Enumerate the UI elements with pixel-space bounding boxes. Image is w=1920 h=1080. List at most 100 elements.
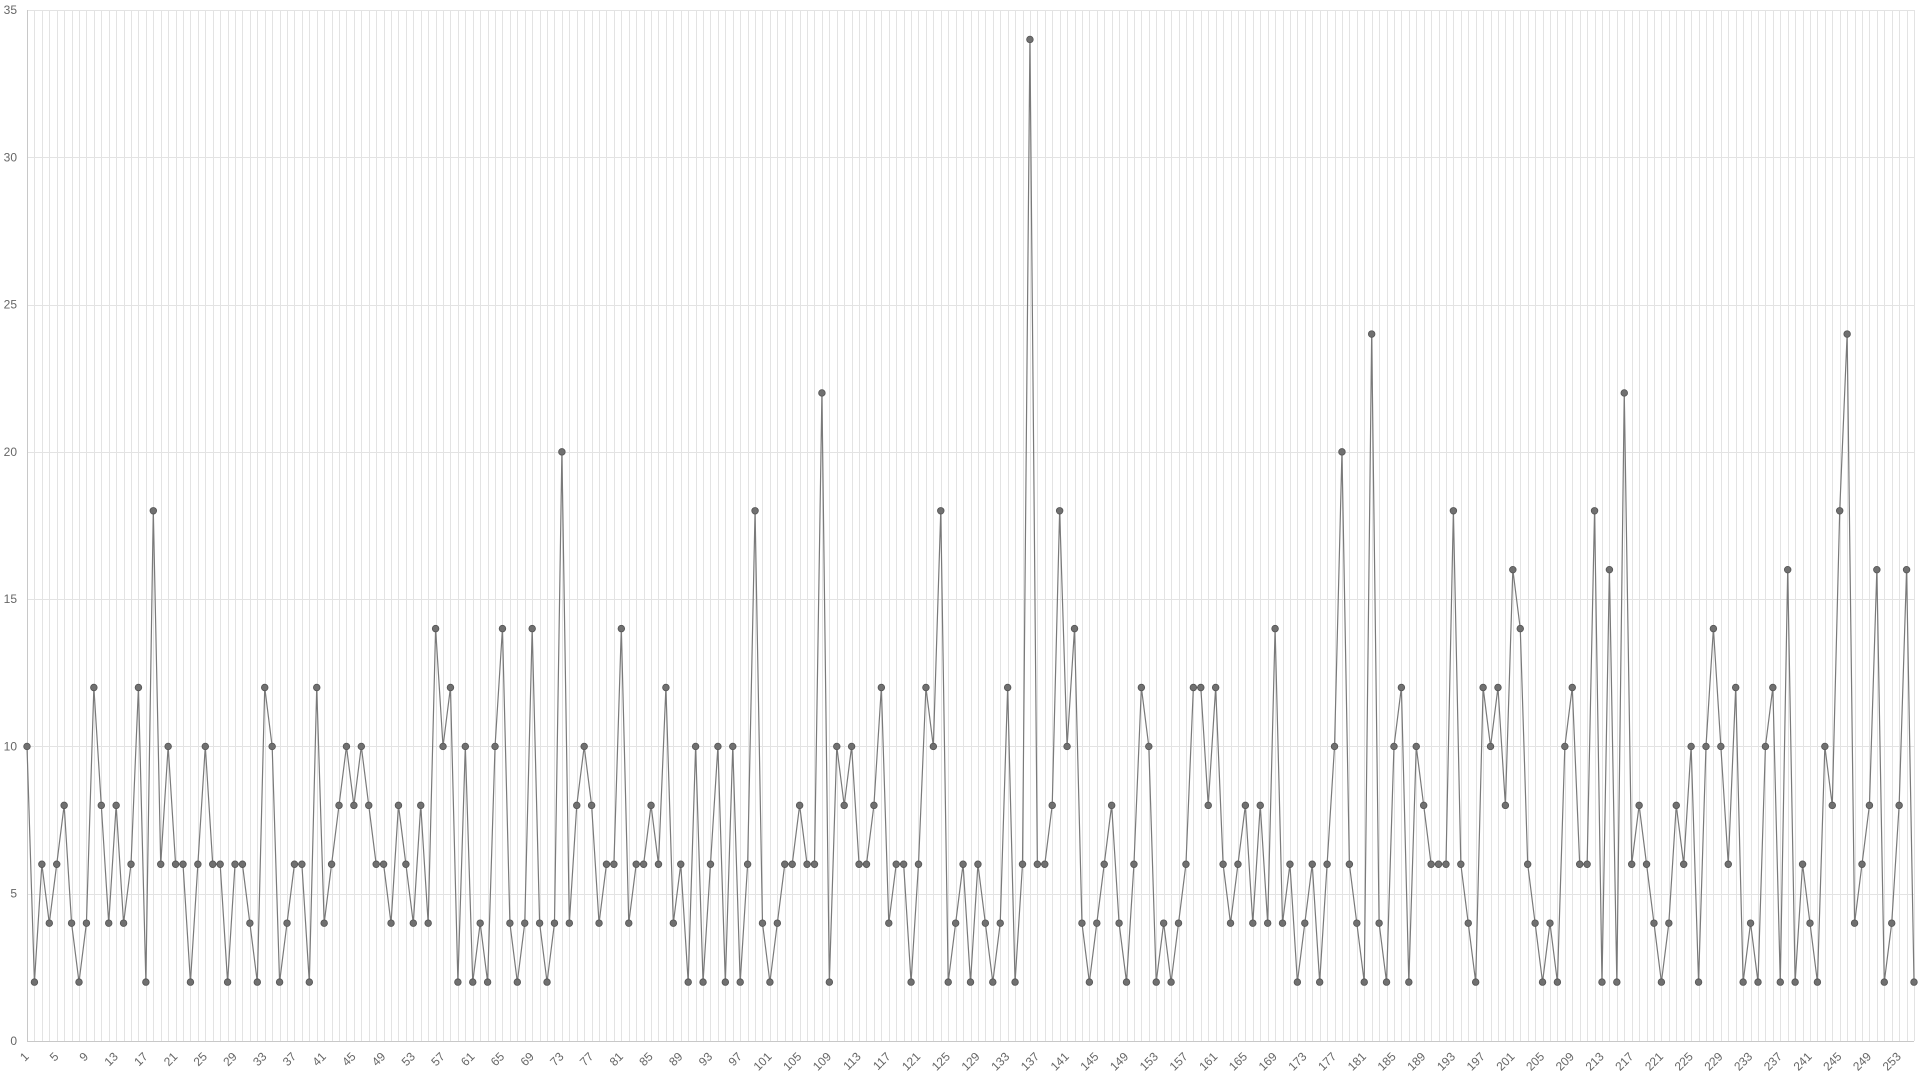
data-point[interactable] [543,978,551,986]
data-point[interactable] [1449,507,1458,515]
data-point[interactable] [1315,978,1324,986]
data-point[interactable] [1583,860,1591,868]
data-point[interactable] [818,389,826,397]
data-point[interactable] [1308,860,1316,868]
data-point[interactable] [1642,860,1651,868]
data-point[interactable] [1048,801,1056,810]
data-point[interactable] [1107,801,1116,810]
data-point[interactable] [1717,742,1725,751]
data-point[interactable] [1375,919,1383,927]
data-point[interactable] [342,742,351,751]
data-point[interactable] [1033,860,1042,868]
data-point[interactable] [253,978,261,986]
data-point[interactable] [105,919,113,927]
data-point[interactable] [327,860,336,868]
data-point[interactable] [1100,860,1108,868]
data-point[interactable] [773,919,782,927]
data-point[interactable] [1865,801,1874,810]
data-point[interactable] [1055,507,1064,515]
data-point[interactable] [610,860,618,868]
data-point[interactable] [394,801,403,810]
data-point[interactable] [171,860,180,868]
data-point[interactable] [1702,742,1710,751]
data-point[interactable] [1197,683,1205,692]
data-point[interactable] [885,919,893,927]
data-point[interactable] [1902,565,1911,574]
data-point[interactable] [194,860,202,868]
data-point[interactable] [706,860,715,868]
data-point[interactable] [513,978,522,986]
data-point[interactable] [1241,801,1250,810]
data-point[interactable] [1568,683,1576,692]
data-point[interactable] [491,742,499,751]
data-point[interactable] [892,860,900,868]
data-point[interactable] [1650,919,1658,927]
data-point[interactable] [1427,860,1435,868]
data-point[interactable] [847,742,856,751]
data-point[interactable] [439,742,447,751]
data-point[interactable] [944,978,952,986]
data-point[interactable] [1130,860,1138,868]
data-point[interactable] [134,683,143,692]
data-point[interactable] [119,919,128,927]
data-point[interactable] [1605,565,1614,574]
data-point[interactable] [157,860,165,868]
data-point[interactable] [483,978,492,986]
data-point[interactable] [677,860,685,868]
data-point[interactable] [1026,35,1034,44]
data-point[interactable] [1070,624,1079,633]
data-point[interactable] [387,919,395,927]
data-point[interactable] [1041,860,1049,868]
data-point[interactable] [305,978,314,986]
data-point[interactable] [53,860,61,868]
data-point[interactable] [1330,742,1339,751]
data-point[interactable] [1256,801,1264,810]
data-point[interactable] [1687,742,1695,751]
data-point[interactable] [290,860,299,868]
data-point[interactable] [1501,801,1510,810]
data-point[interactable] [446,683,455,692]
data-point[interactable] [179,860,187,868]
data-point[interactable] [1471,978,1480,986]
data-point[interactable] [268,742,276,751]
data-point[interactable] [335,801,343,810]
data-point[interactable] [1286,860,1294,868]
data-point[interactable] [1419,801,1428,810]
data-point[interactable] [996,919,1004,927]
data-point[interactable] [825,978,834,986]
data-point[interactable] [1182,860,1190,868]
data-point[interactable] [1360,978,1368,986]
data-point[interactable] [1189,683,1198,692]
data-point[interactable] [870,801,878,810]
data-point[interactable] [1553,978,1562,986]
data-point[interactable] [937,507,945,515]
data-point[interactable] [929,742,938,751]
data-point[interactable] [313,683,321,692]
data-point[interactable] [1011,978,1019,986]
data-point[interactable] [1694,978,1703,986]
data-point[interactable] [1397,683,1406,692]
data-point[interactable] [1204,801,1212,810]
data-point[interactable] [691,742,700,751]
data-point[interactable] [833,742,841,751]
data-point[interactable] [454,978,462,986]
data-point[interactable] [877,683,886,692]
data-point[interactable] [721,978,730,986]
data-point[interactable] [223,978,232,986]
data-point[interactable] [528,624,536,633]
data-point[interactable] [1657,978,1666,986]
data-point[interactable] [112,801,120,810]
data-point[interactable] [357,742,366,751]
data-point[interactable] [424,919,432,927]
data-point[interactable] [736,978,744,986]
data-point[interactable] [1353,919,1361,927]
data-point[interactable] [1367,330,1376,338]
data-point[interactable] [231,860,239,868]
data-point[interactable] [1382,978,1391,986]
data-point[interactable] [469,978,477,986]
data-point[interactable] [1115,919,1123,927]
data-point[interactable] [714,742,722,751]
data-point[interactable] [1531,919,1539,927]
data-point[interactable] [1783,565,1792,574]
data-point[interactable] [1813,978,1822,986]
